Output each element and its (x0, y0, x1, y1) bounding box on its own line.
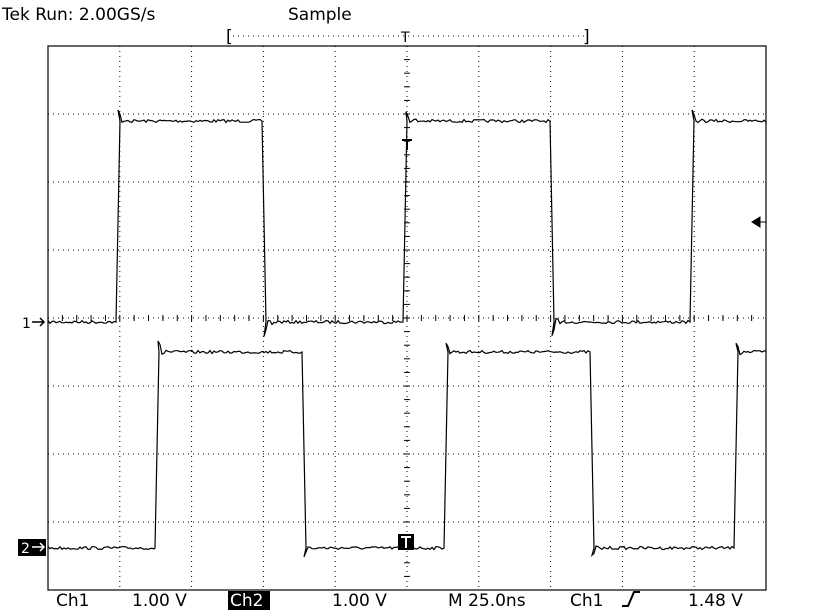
acquire-mode: Sample (288, 5, 352, 25)
bracket-left: [ (226, 27, 233, 47)
ch1-marker: 1 (22, 316, 31, 332)
trigger-slope (622, 591, 640, 607)
trigger-level: 1.48 V (688, 591, 743, 610)
ch1-arrow (32, 317, 46, 327)
ch1-label: Ch1 (56, 591, 89, 610)
ch2-label-box (228, 591, 270, 610)
trigger-source: Ch1 (570, 591, 603, 610)
trigger-position: T (400, 30, 410, 46)
ch1-waveform (47, 109, 767, 337)
bracket-right: ] (583, 27, 590, 47)
timebase: M 25.0ns (448, 591, 526, 610)
status: Tek Run: 2.00GS/s (1, 5, 155, 25)
ch1-scale: 1.00 V (132, 591, 187, 610)
trigger-box-glyph (401, 536, 411, 548)
ch2-marker: 2 (21, 541, 30, 557)
ch2-waveform (47, 340, 767, 558)
ch2-arrow (32, 542, 46, 552)
right-arrow (751, 216, 766, 228)
ch2-label: Ch2 (230, 591, 263, 610)
trigger-level-mark (402, 139, 412, 150)
ch2-scale: 1.00 V (332, 591, 387, 610)
